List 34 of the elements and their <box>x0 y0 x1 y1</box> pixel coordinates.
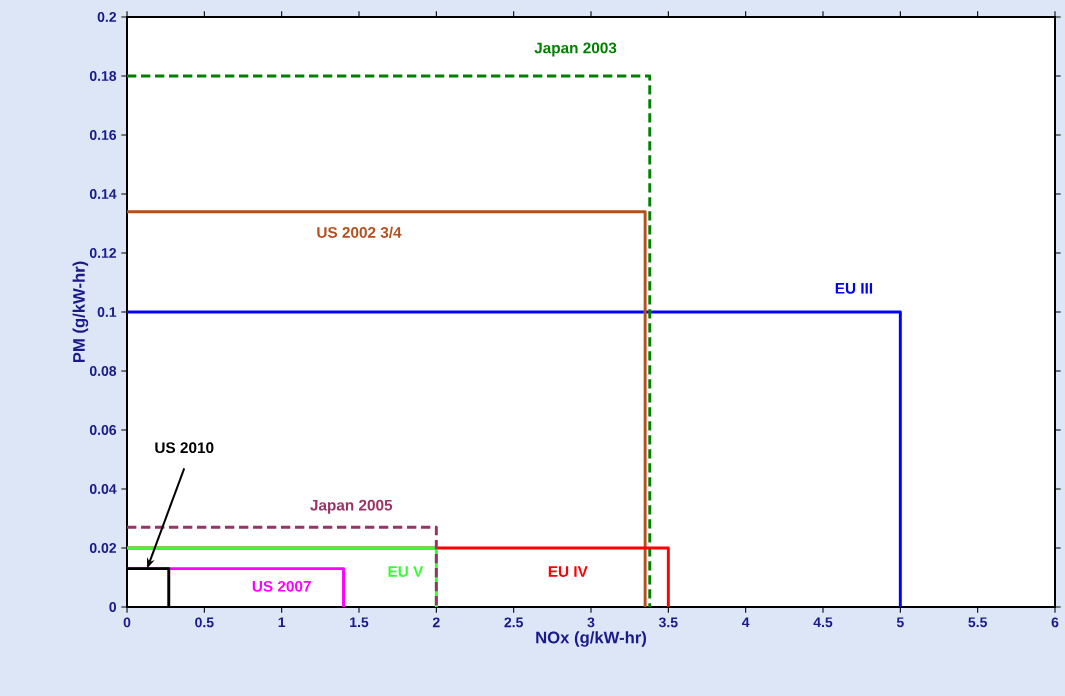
x-tick-label: 4.5 <box>813 617 833 628</box>
y-tick-label: 0.18 <box>89 71 117 81</box>
y-tick-label: 0.14 <box>89 189 117 199</box>
x-tick-label: 5 <box>896 617 904 628</box>
x-tick-label: 2 <box>432 617 440 628</box>
x-axis-title: NOx (g/kW-hr) <box>536 631 647 647</box>
x-tick-label: 0.5 <box>195 617 214 628</box>
x-tick-label: 1.5 <box>350 617 369 628</box>
series-label: EU III <box>835 283 873 294</box>
text: US 2010 <box>155 442 214 454</box>
x-tick-label: 5.5 <box>968 617 987 628</box>
x-tick-label: 6 <box>1051 617 1059 628</box>
y-tick-label: 0.02 <box>89 543 117 553</box>
x-tick-label: 0 <box>123 617 131 628</box>
x-tick-label: 1 <box>278 617 286 628</box>
series-label: EU V <box>388 566 424 577</box>
x-tick-label: 3.5 <box>658 617 678 628</box>
y-tick-label: 0.16 <box>89 130 117 140</box>
y-tick-label: 0.04 <box>89 484 117 494</box>
series-label: US 2007 <box>252 580 311 592</box>
x-tick-label: 4 <box>741 617 750 628</box>
x-tick-label: 2.5 <box>504 617 523 628</box>
x-tick-label: 3 <box>587 617 595 628</box>
y-tick-label: 0.2 <box>97 12 117 22</box>
series-label: Japan 2003 <box>534 42 617 57</box>
y-tick-label: 0.12 <box>89 248 117 258</box>
y-tick-label: 0 <box>109 602 117 612</box>
y-tick-label: 0.06 <box>89 425 117 435</box>
series-label: EU IV <box>548 566 588 577</box>
y-axis-title: PM (g/kW-hr) <box>72 261 89 363</box>
series-label: Japan 2005 <box>310 499 393 514</box>
y-tick-label: 0.1 <box>97 307 117 317</box>
series-label: US 2002 3/4 <box>317 226 402 239</box>
y-tick-label: 0.08 <box>89 366 117 376</box>
